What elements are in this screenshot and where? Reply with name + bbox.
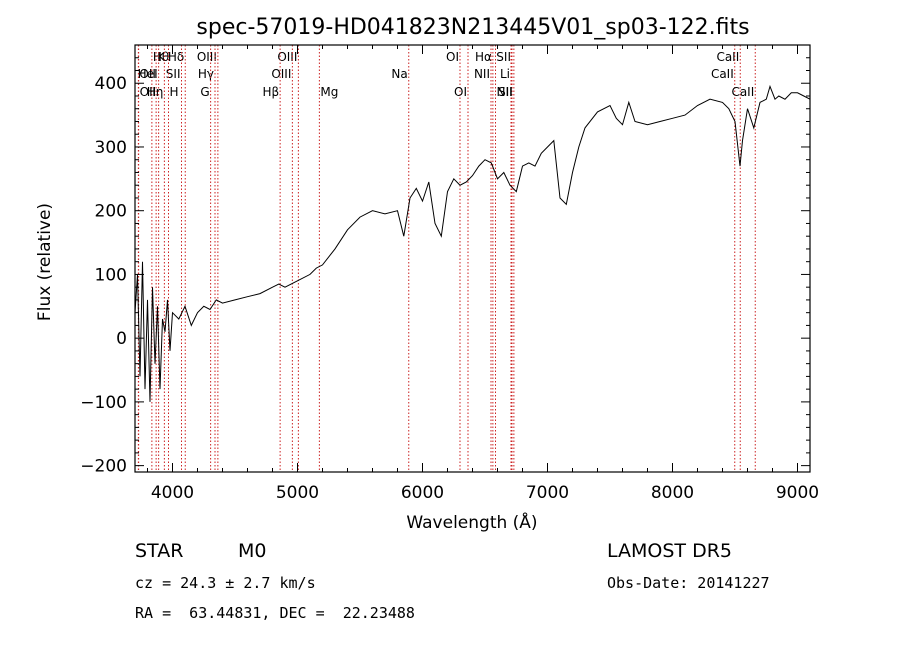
y-tick-label: 300: [95, 138, 127, 158]
marker-label: Hη: [147, 85, 164, 99]
spectrum-series: [135, 84, 810, 402]
y-tick-label: 100: [95, 265, 127, 285]
marker-label: OIII: [271, 67, 291, 81]
spectrum-line: [135, 84, 810, 402]
y-tick-label: 400: [95, 74, 127, 94]
y-axis-label: Flux (relative): [35, 203, 55, 321]
marker-label: SII: [166, 67, 181, 81]
marker-label: SII: [498, 85, 513, 99]
object-class: STAR: [135, 540, 184, 562]
marker-label: Mg: [320, 85, 338, 99]
marker-label: HeI: [138, 67, 158, 81]
marker-label: CaII: [731, 85, 754, 99]
y-tick-label: −200: [80, 457, 127, 477]
x-tick-label: 5000: [276, 483, 319, 503]
marker-label: K: [157, 50, 166, 64]
chart-title: spec-57019-HD041823N213445V01_sp03-122.f…: [196, 15, 749, 40]
marker-label: G: [200, 85, 209, 99]
spectrum-chart: spec-57019-HD041823N213445V01_sp03-122.f…: [35, 15, 819, 533]
y-tick-label: −100: [80, 393, 127, 413]
axes: 4000 5000 6000 7000 8000 9000 −200 −100 0 100 200 3…: [80, 44, 819, 503]
marker-label: NII: [474, 67, 490, 81]
x-tick-label: 4000: [151, 483, 194, 503]
obs-date: Obs-Date: 20141227: [607, 574, 770, 592]
x-tick-label: 8000: [651, 483, 694, 503]
marker-label: OI: [446, 50, 459, 64]
marker-label: NII: [497, 85, 513, 99]
redshift-value: cz = 24.3 ± 2.7 km/s: [135, 574, 316, 592]
marker-label: SII: [496, 50, 511, 64]
marker-label: Hθ: [153, 50, 169, 64]
y-tick-label: 0: [116, 329, 127, 349]
marker-label: Na: [391, 67, 407, 81]
marker-label: OIII: [197, 50, 217, 64]
marker-label: OI: [454, 85, 467, 99]
marker-label: CaII: [716, 50, 739, 64]
y-tick-label: 200: [95, 202, 127, 222]
x-tick-label: 7000: [526, 483, 569, 503]
object-subclass: M0: [238, 540, 267, 562]
marker-label: Hα: [475, 50, 492, 64]
marker-label: OII: [140, 85, 157, 99]
x-tick-label: 6000: [401, 483, 444, 503]
marker-label: Hγ: [198, 67, 214, 81]
marker-label: OII: [139, 67, 156, 81]
survey-name: LAMOST DR5: [607, 540, 732, 562]
marker-label: H: [170, 85, 179, 99]
coordinates: RA = 63.44831, DEC = 22.23488: [135, 604, 415, 622]
marker-label: Li: [500, 67, 510, 81]
marker-label: CaII: [711, 67, 734, 81]
plot-frame: [134, 44, 811, 473]
x-axis-label: Wavelength (Å): [406, 511, 537, 533]
marker-label: Hδ: [168, 50, 184, 64]
marker-label: Hβ: [262, 85, 279, 99]
x-tick-label: 9000: [776, 483, 819, 503]
